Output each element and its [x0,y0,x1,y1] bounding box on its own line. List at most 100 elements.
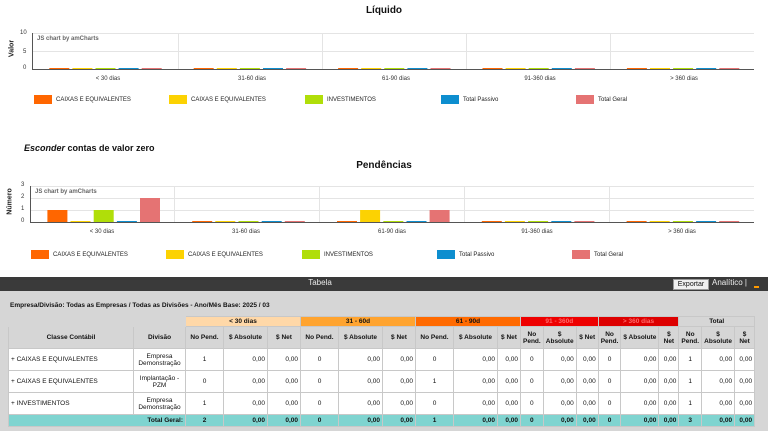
bar-caixas-e-equivalentes-3[interactable] [505,68,526,69]
col-net: $ Net [575,326,599,349]
hide-zero-link[interactable]: Esconder [24,143,66,153]
legend-label: Total Passivo [463,96,499,103]
legend-item[interactable]: INVESTIMENTOS [305,95,376,104]
bar-caixas-e-equivalentes-1[interactable] [215,221,236,222]
bar-total-geral-2[interactable] [430,68,451,69]
y-tick: 2 [21,194,25,200]
total-cell: 0 [597,414,622,427]
bar-investimentos-2[interactable] [383,221,404,222]
bar-caixas-e-equivalentes-1[interactable] [216,68,237,69]
bar-caixas-e-equivalentes-0[interactable] [47,210,68,222]
row-divisao: Empresa Demonstração [133,392,186,415]
table-cell: 0 [520,348,544,371]
bar-investimentos-4[interactable] [672,221,693,222]
bar-total-geral-0[interactable] [140,198,160,222]
bar-total-geral-4[interactable] [719,68,740,69]
bar-caixas-e-equivalentes-4[interactable] [626,68,647,69]
bar-investimentos-1[interactable] [238,221,259,222]
collapse-icon[interactable] [754,279,759,288]
row-classe-expand[interactable]: + CAIXAS E EQUIVALENTES [8,370,134,393]
legend-swatch [572,250,590,259]
total-cell: 0,00 [223,414,268,427]
legend-label: CAIXAS E EQUIVALENTES [53,251,128,258]
table-cell: 0 [520,392,544,415]
bar-caixas-e-equivalentes-0[interactable] [49,68,70,69]
table-row[interactable]: + CAIXAS E EQUIVALENTES Empresa Demonstra… [8,348,756,371]
table-cell: 0,00 [497,392,521,415]
col-no-pend: No Pend. [185,326,224,349]
legend-item[interactable]: CAIXAS E EQUIVALENTES [31,250,128,259]
bar-caixas-e-equivalentes-2[interactable] [338,68,359,69]
bar-total-passivo-2[interactable] [406,221,427,222]
bar-investimentos-1[interactable] [239,68,260,69]
bar-total-geral-1[interactable] [284,221,305,222]
bar-caixas-e-equivalentes-3[interactable] [482,68,503,69]
bar-caixas-e-equivalentes-4[interactable] [649,221,670,222]
bar-caixas-e-equivalentes-1[interactable] [192,221,213,222]
bar-caixas-e-equivalentes-2[interactable] [337,221,357,222]
bar-caixas-e-equivalentes-2[interactable] [361,68,382,69]
bar-total-passivo-4[interactable] [696,68,717,69]
legend-swatch [31,250,49,259]
bar-caixas-e-equivalentes-1[interactable] [193,68,214,69]
table-cell: 0,00 [620,370,660,393]
export-button[interactable]: Exportar [673,279,709,290]
bar-caixas-e-equivalentes-0[interactable] [72,68,93,69]
legend-item[interactable]: CAIXAS E EQUIVALENTES [34,95,131,104]
bar-caixas-e-equivalentes-4[interactable] [650,68,670,69]
legend-swatch [34,95,52,104]
col-divisao[interactable]: Divisão [133,326,186,349]
analitico-toggle[interactable]: Analítico | [712,278,747,287]
legend-item[interactable]: Total Geral [576,95,627,104]
bar-investimentos-2[interactable] [384,68,405,69]
bar-total-geral-1[interactable] [286,68,307,69]
legend-item[interactable]: INVESTIMENTOS [302,250,373,259]
x-category: 61-90 dias [381,76,411,82]
bar-total-geral-2[interactable] [429,210,450,222]
bar-total-passivo-1[interactable] [263,68,283,69]
bar-total-passivo-3[interactable] [551,221,572,222]
legend-item[interactable]: Total Geral [572,250,623,259]
bar-total-geral-3[interactable] [574,221,595,222]
table-cell: 1 [415,370,454,393]
table-cell: 0,00 [701,348,736,371]
bar-investimentos-3[interactable] [528,68,549,69]
legend-item[interactable]: Total Passivo [441,95,498,104]
bar-total-passivo-3[interactable] [551,68,572,69]
y-axis-label-liquido: Valor [8,39,16,58]
bar-caixas-e-equivalentes-3[interactable] [504,221,525,222]
legend-item[interactable]: CAIXAS E EQUIVALENTES [166,250,263,259]
bar-investimentos-4[interactable] [673,68,694,69]
bar-caixas-e-equivalentes-0[interactable] [70,221,91,222]
table-row[interactable]: + CAIXAS E EQUIVALENTES Implantação - PZM… [8,370,756,393]
table-cell: 1 [185,348,224,371]
table-cell: 0 [300,348,339,371]
bar-total-geral-0[interactable] [141,68,162,69]
row-classe-expand[interactable]: + INVESTIMENTOS [8,392,134,415]
bar-investimentos-0[interactable] [95,68,116,69]
bar-total-passivo-0[interactable] [118,68,139,69]
bar-investimentos-3[interactable] [528,221,549,222]
bar-total-passivo-2[interactable] [407,68,428,69]
bar-total-passivo-4[interactable] [696,221,717,222]
bar-total-passivo-0[interactable] [116,221,137,222]
col-classe-contabil[interactable]: Classe Contábil [8,326,134,349]
table-cell: 0 [415,392,454,415]
hide-zero-accounts-toggle[interactable]: Esconder contas de valor zero [24,143,155,153]
table-cell: 0 [300,370,339,393]
legend-item[interactable]: Total Passivo [437,250,494,259]
chart-title-pendencias: Pendências [356,160,412,171]
bar-caixas-e-equivalentes-4[interactable] [626,221,647,222]
table-cell: 0,00 [497,370,521,393]
bar-total-passivo-1[interactable] [261,221,282,222]
bar-caixas-e-equivalentes-3[interactable] [481,221,502,222]
bar-total-geral-3[interactable] [574,68,595,69]
col-absolute: $ Absolute [338,326,383,349]
bar-total-geral-4[interactable] [719,221,740,222]
bar-caixas-e-equivalentes-2[interactable] [360,210,381,222]
table-row[interactable]: + INVESTIMENTOS Empresa Demonstração 1 0,00… [8,392,756,415]
legend-item[interactable]: CAIXAS E EQUIVALENTES [169,95,266,104]
bar-investimentos-0[interactable] [93,210,114,222]
row-classe-expand[interactable]: + CAIXAS E EQUIVALENTES [8,348,134,371]
total-cell: 0,00 [658,414,680,427]
